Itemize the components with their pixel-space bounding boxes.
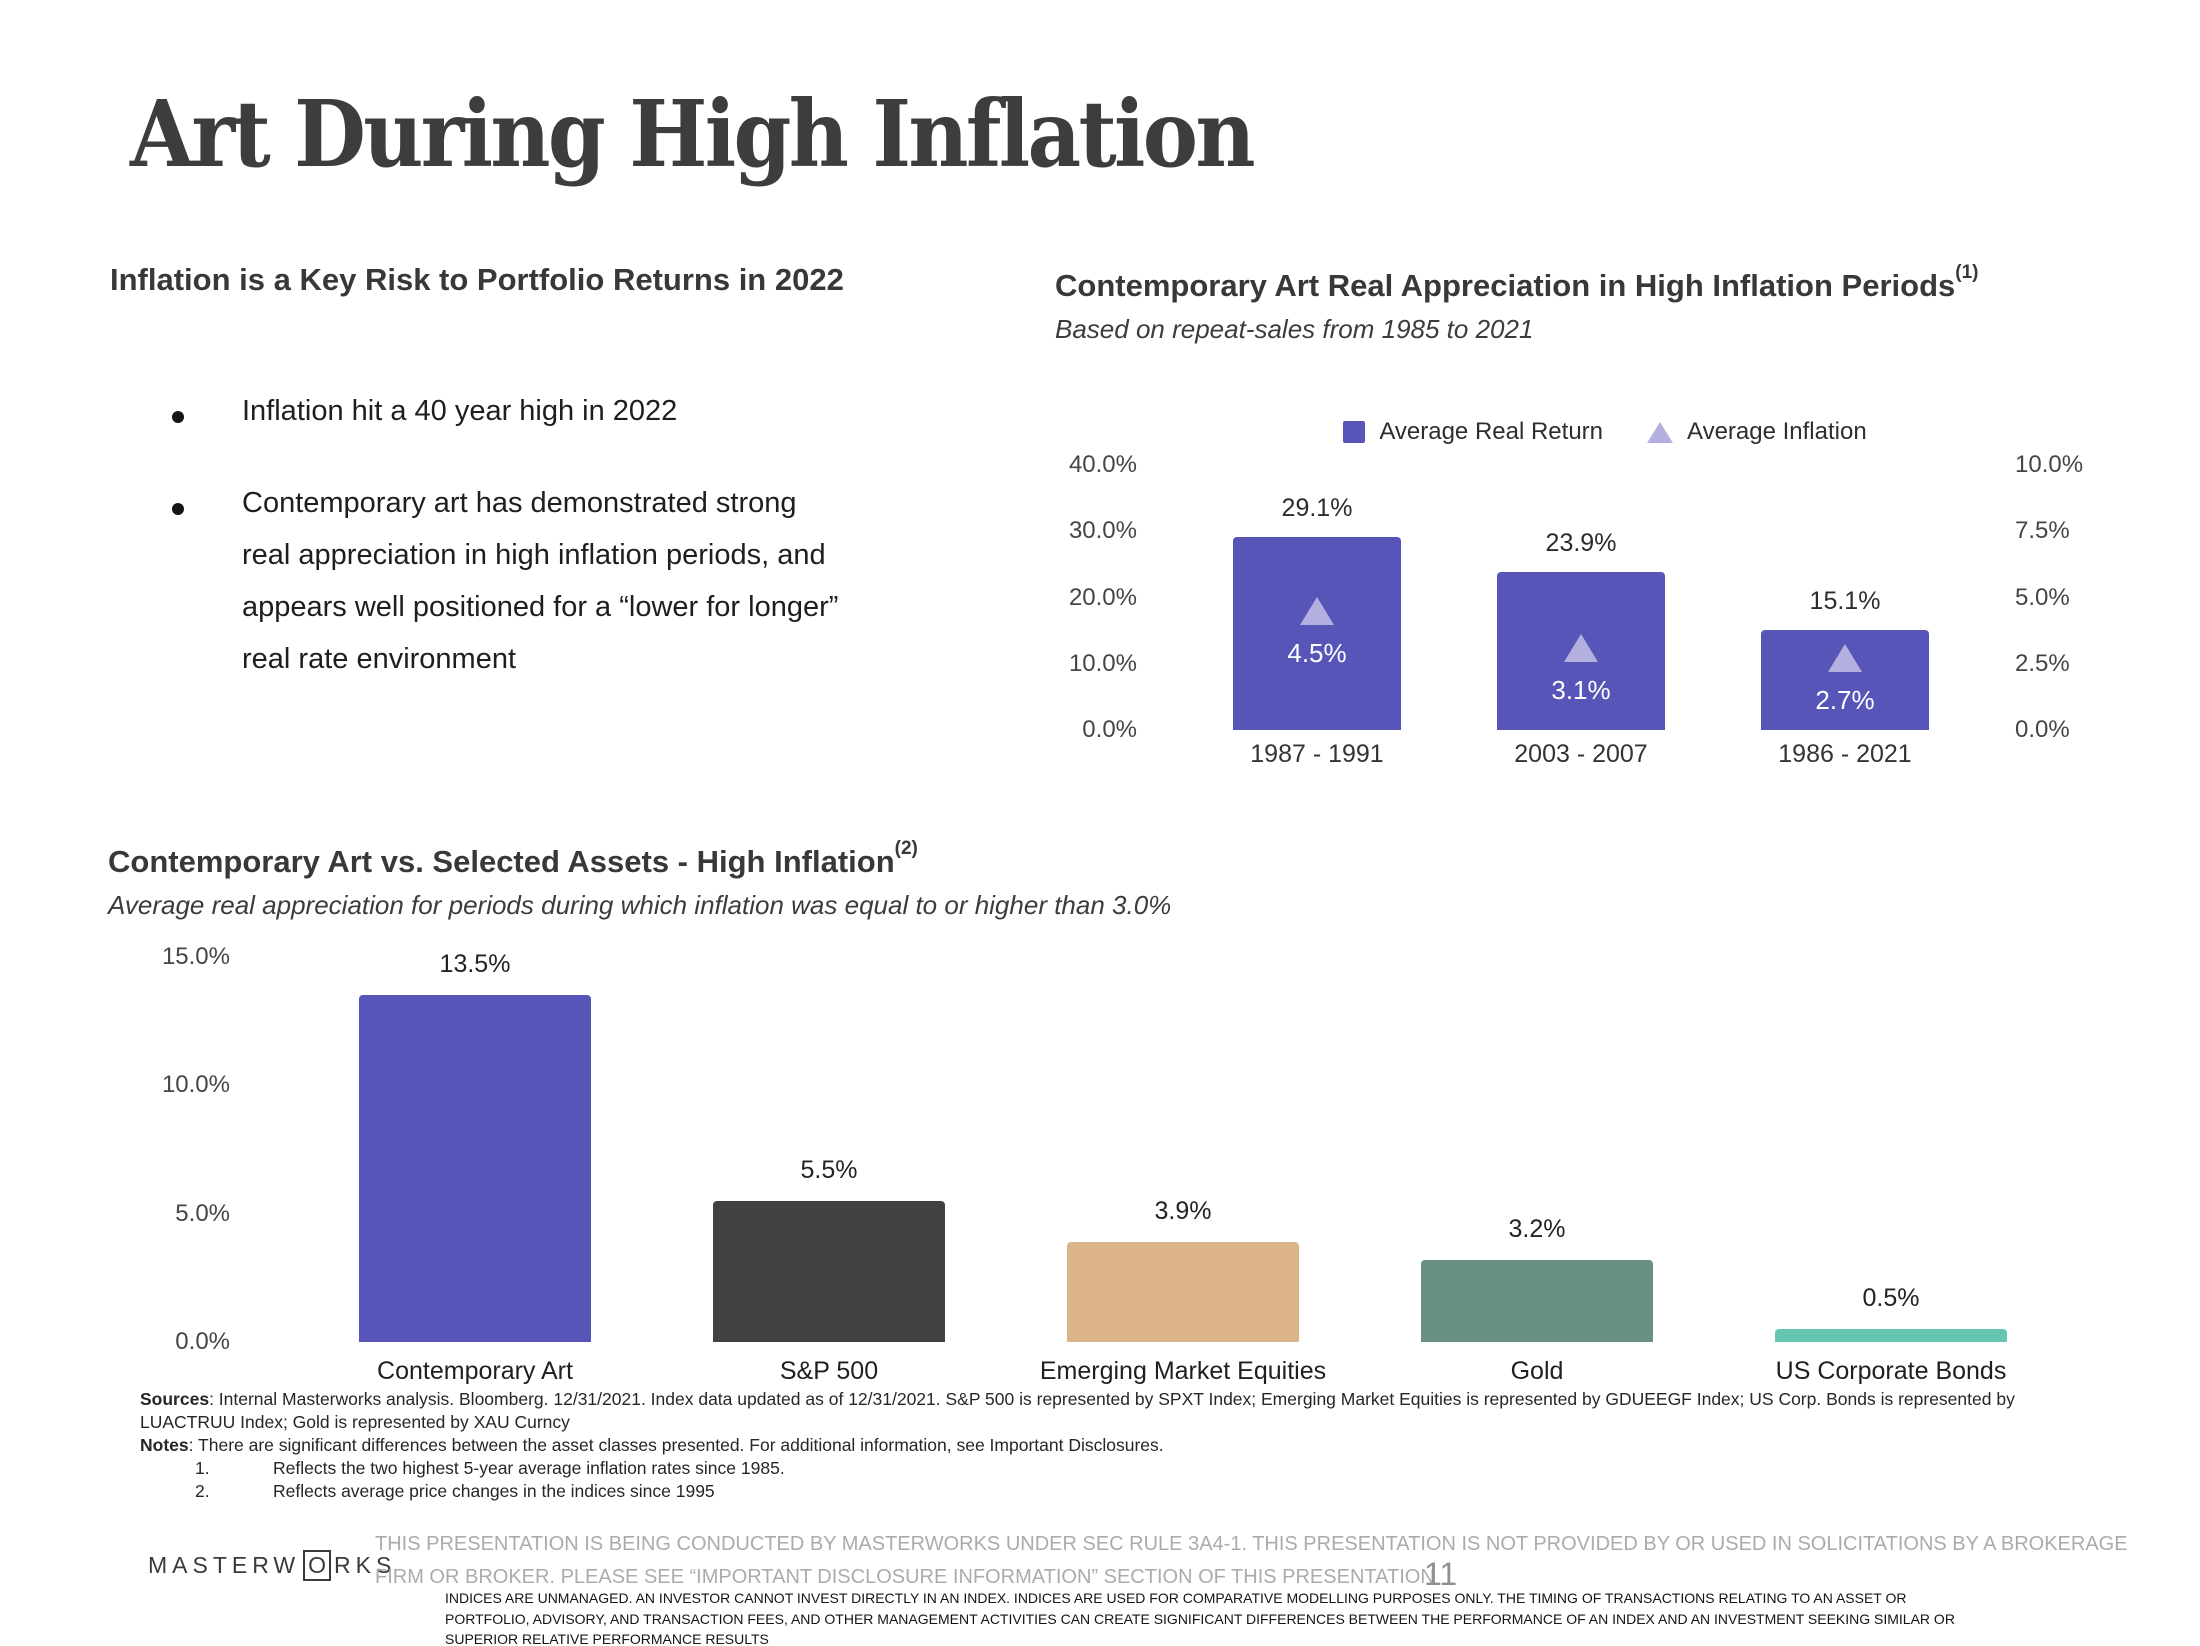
left-section-heading: Inflation is a Key Risk to Portfolio Ret…	[110, 262, 844, 297]
disclaimer-text: THIS PRESENTATION IS BEING CONDUCTED BY …	[375, 1533, 2128, 1588]
axis-tick: 30.0%	[1068, 517, 1137, 545]
bar-value-label: 15.1%	[1809, 587, 1881, 615]
bottom-chart-subtitle: Average real appreciation for periods du…	[108, 890, 1172, 920]
x-axis-label: S&P 500	[779, 1357, 879, 1385]
chart-column-contemporary-art: 13.5% Contemporary Art	[298, 950, 652, 1385]
chart-column-s-p-500: 5.5% S&P 500	[652, 957, 1006, 1385]
x-axis-label: Gold	[1510, 1357, 1564, 1385]
bullet-text: Inflation hit a 40 year high in 2022	[242, 395, 678, 427]
legend-item-average-real-return: Average Real Return	[1343, 418, 1603, 446]
axis-tick: 5.0%	[175, 1199, 230, 1227]
chart-legend: Average Real Return Average Inflation	[1055, 417, 2155, 447]
legend-square-icon	[1343, 421, 1366, 443]
bullet-icon	[172, 411, 184, 423]
chart-column-gold: 3.2% Gold	[1360, 957, 1714, 1385]
bar-value-label: 3.9%	[1154, 1197, 1212, 1225]
inflation-triangle-icon	[1300, 597, 1334, 625]
compliance-text: INDICES ARE UNMANAGED. AN INVESTOR CANNO…	[445, 1590, 1955, 1646]
inflation-value-label: 2.7%	[1815, 685, 1875, 715]
bar-s-p-500	[713, 1201, 945, 1342]
list-item: Inflation hit a 40 year high in 2022	[110, 393, 1010, 437]
axis-tick: 0.0%	[1082, 716, 1137, 743]
bar-value-label: 13.5%	[439, 950, 511, 978]
top-chart-title: Contemporary Art Real Appreciation in Hi…	[1055, 262, 1979, 303]
masterworks-logo: MASTERW O RKS	[148, 1550, 396, 1581]
footer-notes: Sources: Internal Masterworks analysis. …	[140, 1388, 2100, 1503]
axis-tick: 10.0%	[2015, 451, 2084, 478]
top-chart-subtitle: Based on repeat-sales from 1985 to 2021	[1055, 314, 1534, 344]
top-chart-plot: 29.1% 4.5% 1987 - 1991 23.9% 3.1% 2003 - 2007…	[1185, 465, 1977, 768]
bar-us-corporate-bonds	[1775, 1329, 2007, 1342]
axis-tick: 0.0%	[2015, 716, 2070, 743]
legend-triangle-icon	[1647, 421, 1673, 443]
y-axis: 15.0% 10.0% 5.0% 0.0%	[108, 943, 238, 1355]
inflation-value-label: 3.1%	[1551, 675, 1611, 705]
x-axis-label: Emerging Market Equities	[1039, 1357, 1327, 1385]
axis-tick: 2.5%	[2015, 649, 2070, 677]
logo-o-icon: O	[303, 1550, 332, 1581]
footnote-marker: (2)	[894, 838, 918, 859]
axis-tick: 40.0%	[1068, 451, 1137, 478]
bullet-icon	[172, 503, 184, 515]
footnote-marker: (1)	[1955, 262, 1979, 283]
axis-tick: 10.0%	[161, 1071, 230, 1099]
x-axis-label: Contemporary Art	[377, 1357, 573, 1385]
bullet-list: Inflation hit a 40 year high in 2022 Con…	[110, 393, 1010, 685]
x-axis-label: 2003 - 2007	[1514, 740, 1648, 768]
axis-tick: 5.0%	[2015, 583, 2070, 611]
sources-label: Sources	[140, 1389, 210, 1409]
page-number: 11	[1424, 1556, 1458, 1592]
bottom-chart-section: Contemporary Art vs. Selected Assets - H…	[108, 838, 2108, 1385]
axis-tick: 20.0%	[1068, 583, 1137, 611]
bar-value-label: 0.5%	[1862, 1284, 1920, 1312]
legend-label: Average Real Return	[1379, 418, 1603, 445]
left-axis: 40.0% 30.0% 20.0% 10.0% 0.0%	[1055, 451, 1137, 743]
footnote-1: 1. Reflects the two highest 5-year avera…	[195, 1458, 785, 1478]
bar-value-label: 23.9%	[1545, 529, 1617, 557]
inflation-value-label: 4.5%	[1287, 638, 1347, 668]
page-title: Art During High Inflation	[130, 80, 1256, 188]
bar-value-label: 3.2%	[1508, 1215, 1566, 1243]
x-axis-label: 1987 - 1991	[1250, 740, 1384, 768]
bar-emerging-market-equities	[1067, 1242, 1299, 1342]
dual-axis-chart: 40.0% 30.0% 20.0% 10.0% 0.0% 29.1% 4.5% 1987 -…	[1055, 451, 2155, 768]
axis-tick: 0.0%	[175, 1328, 230, 1355]
axis-tick: 10.0%	[1068, 649, 1137, 677]
bar-1987-1991	[1233, 537, 1401, 730]
bottom-chart-title: Contemporary Art vs. Selected Assets - H…	[108, 838, 918, 879]
sources-line: Sources: Internal Masterworks analysis. …	[140, 1389, 2015, 1432]
inflation-triangle-icon	[1828, 644, 1862, 672]
bar-gold	[1421, 1260, 1653, 1342]
chart-column-1987-1991: 29.1% 4.5% 1987 - 1991	[1185, 465, 1449, 768]
bar-value-label: 5.5%	[800, 1156, 858, 1184]
notes-label: Notes	[140, 1435, 189, 1455]
list-item: Contemporary art has demonstrated strong…	[110, 485, 1010, 685]
bullet-text: Contemporary art has demonstrated strong…	[242, 487, 839, 675]
chart-column-us-corporate-bonds: 0.5% US Corporate Bonds	[1714, 957, 2068, 1385]
notes-line: Notes: There are significant differences…	[140, 1435, 1164, 1455]
x-axis-label: 1986 - 2021	[1778, 740, 1912, 768]
legend-label: Average Inflation	[1687, 418, 1867, 445]
bar-chart: 15.0% 10.0% 5.0% 0.0% 13.5% Contemporary Art…	[108, 943, 2108, 1385]
bar-value-label: 29.1%	[1281, 494, 1353, 522]
axis-tick: 15.0%	[161, 943, 230, 970]
chart-column-2003-2007: 23.9% 3.1% 2003 - 2007	[1449, 465, 1713, 768]
bottom-chart-plot: 13.5% Contemporary Art 5.5% S&P 500 3.9% Emer…	[298, 950, 2068, 1385]
axis-tick: 7.5%	[2015, 517, 2070, 545]
bar-contemporary-art	[359, 995, 591, 1342]
chart-column-1986-2021: 15.1% 2.7% 1986 - 2021	[1713, 465, 1977, 768]
chart-column-emerging-market-equities: 3.9% Emerging Market Equities	[1006, 957, 1360, 1385]
top-chart-section: Contemporary Art Real Appreciation in Hi…	[1055, 262, 2155, 768]
x-axis-label: US Corporate Bonds	[1775, 1357, 2007, 1385]
legend-item-average-inflation: Average Inflation	[1647, 418, 1867, 446]
footnote-2: 2. Reflects average price changes in the…	[195, 1481, 715, 1501]
inflation-triangle-icon	[1564, 634, 1598, 662]
right-axis: 10.0% 7.5% 5.0% 2.5% 0.0%	[2015, 451, 2130, 743]
left-text-section: Inflation is a Key Risk to Portfolio Ret…	[110, 262, 1010, 733]
